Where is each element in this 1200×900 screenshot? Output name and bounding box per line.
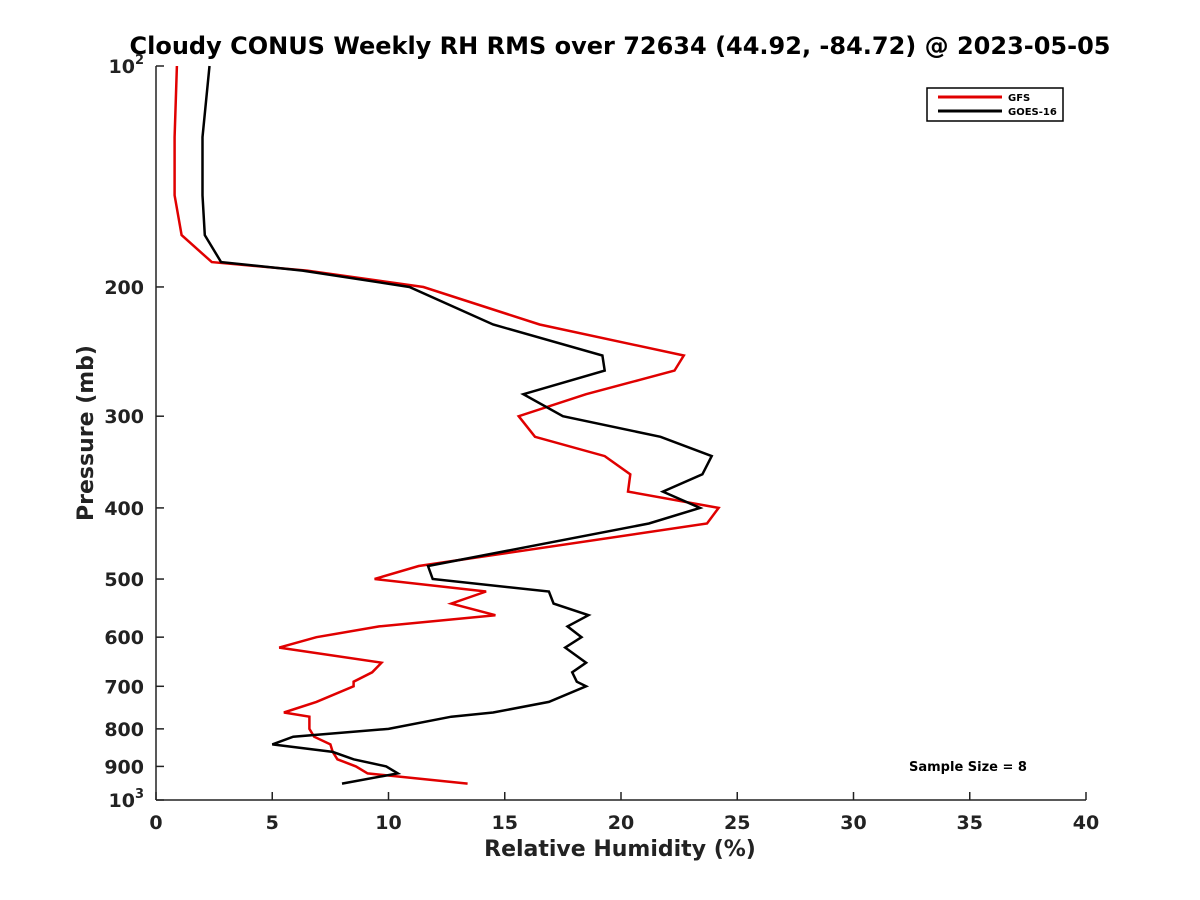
y-tick-label: 300 <box>104 406 144 428</box>
x-tick-label: 35 <box>957 812 983 834</box>
legend-label-gfs: GFS <box>1008 93 1030 104</box>
y-tick-label: 900 <box>104 756 144 778</box>
y-tick-label: 600 <box>104 627 144 649</box>
y-tick-label: 500 <box>104 569 144 591</box>
y-tick-label: 800 <box>104 719 144 741</box>
x-tick-label: 0 <box>149 812 162 834</box>
x-tick-label: 20 <box>608 812 634 834</box>
x-tick-label: 30 <box>840 812 866 834</box>
y-axis-label: Pressure (mb) <box>74 345 99 521</box>
series-line-goes16 <box>201 65 714 785</box>
axes: 0 5 10 15 20 25 30 35 40102200300400500600700800… <box>104 53 1099 834</box>
x-tick-label: 25 <box>724 812 750 834</box>
x-tick-label: 5 <box>266 812 279 834</box>
series-line-gfs <box>173 65 721 785</box>
y-tick-label: 700 <box>104 676 144 698</box>
x-tick-label: 10 <box>375 812 401 834</box>
y-tick-label: 200 <box>104 277 144 299</box>
plot-area <box>173 65 721 785</box>
sample-size-annotation: Sample Size = 8 <box>909 760 1027 775</box>
y-tick-label: 400 <box>104 498 144 520</box>
legend-label-goes16: GOES-16 <box>1008 107 1057 118</box>
x-tick-label: 40 <box>1073 812 1099 834</box>
legend-box <box>926 87 1064 122</box>
chart-title: Cloudy CONUS Weekly RH RMS over 72634 (4… <box>130 32 1111 60</box>
legend: GFS GOES-16 <box>926 87 1064 122</box>
x-axis-label: Relative Humidity (%) <box>484 837 756 862</box>
x-tick-label: 15 <box>492 812 518 834</box>
